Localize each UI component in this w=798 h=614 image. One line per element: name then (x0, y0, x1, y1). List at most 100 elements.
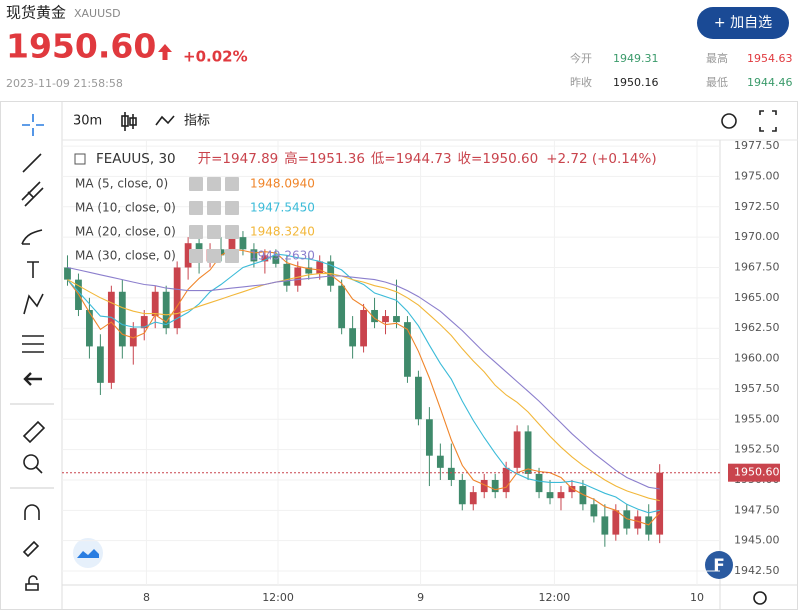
plot (62, 140, 720, 585)
y-tick-label: 1957.50 (734, 382, 780, 395)
y-tick-label: 1960.00 (734, 352, 780, 365)
candle-body (305, 267, 313, 274)
candle-body (491, 479, 499, 493)
axis-settings[interactable] (753, 591, 767, 605)
candle-body (601, 516, 609, 535)
candle-body (371, 309, 378, 323)
legend-text: 高=1951.36 (284, 150, 365, 167)
legend-text: 低=1944.73 (371, 151, 452, 167)
indicators-button[interactable]: 指标 (184, 114, 210, 129)
candle-body (316, 261, 324, 274)
candle-body (294, 267, 302, 286)
candle-body (338, 285, 346, 329)
x-tick-label: 8 (143, 591, 150, 604)
stat-label: 昨收 (570, 75, 592, 89)
add-watchlist-button[interactable]: + 加自选 (697, 7, 789, 39)
candle-body (250, 249, 258, 262)
candle-body (173, 267, 181, 329)
y-tick-label: 1952.50 (734, 443, 780, 456)
ma-legend-icon (225, 249, 239, 263)
candle-body (96, 346, 104, 383)
y-tick-label: 1942.50 (734, 564, 780, 577)
stat-value: 1954.63 (747, 52, 793, 65)
left-toolbar[interactable] (10, 114, 54, 591)
ma-legend-value: 1947.5450 (250, 201, 315, 215)
y-tick-label: 1970.00 (734, 230, 780, 243)
stat-value: 1949.31 (613, 52, 659, 65)
ma-legend-name: MA (10, close, 0) (75, 201, 176, 215)
ma-legend-icon (207, 201, 221, 215)
candle-body (557, 492, 565, 499)
candle-body (590, 504, 598, 517)
f-badge (705, 551, 733, 579)
ma-legend-icon (207, 225, 221, 239)
candle-body (415, 376, 422, 420)
candle-body (228, 237, 236, 256)
chart-type-button[interactable] (121, 112, 137, 131)
candle-body (86, 309, 93, 347)
candle-body (151, 291, 159, 317)
candle-body (513, 431, 521, 468)
candle-body (107, 291, 115, 383)
button-label[interactable]: + 加自选 (714, 15, 772, 31)
candle-body (447, 467, 455, 480)
last-price-box (728, 463, 780, 482)
collapse-icon (74, 153, 86, 165)
candle-body (382, 316, 389, 323)
y-tick-label: 1962.50 (734, 321, 780, 334)
fullscreen-button[interactable] (759, 110, 777, 132)
y-tick-label: 1965.00 (734, 291, 780, 304)
candle-body (239, 237, 247, 250)
candle-body (612, 510, 620, 535)
up-arrow (158, 44, 172, 60)
stat-label: 最低 (706, 76, 728, 89)
candle-body (502, 467, 510, 493)
y-tick-label: 1945.00 (734, 534, 780, 547)
ma-legend-value: 1949.2630 (250, 249, 315, 263)
stat-label: 最高 (706, 51, 728, 65)
candle-body (393, 316, 400, 323)
candle-body (283, 263, 291, 286)
candle-body (140, 316, 148, 329)
button-bg[interactable] (697, 7, 789, 39)
ma-legend-name: MA (20, close, 0) (75, 225, 176, 239)
legend-text: FEAUUS, 30 (96, 151, 176, 167)
ma-legend-icon (189, 177, 203, 191)
timestamp: 2023-11-09 21:58:58 (6, 77, 123, 90)
legend-text: +2.72 (+0.14%) (546, 151, 656, 167)
ma-legend-icon (225, 177, 239, 191)
logo-bubble (73, 538, 103, 568)
price: 1950.60 (6, 27, 156, 66)
x-tick-label: 9 (417, 591, 424, 604)
y-tick-label: 1955.00 (734, 412, 780, 425)
candle-body (623, 510, 631, 529)
candle-body (64, 267, 71, 280)
candle-body (579, 486, 587, 505)
instrument-symbol: XAUUSD (74, 7, 121, 20)
candle-body (360, 309, 367, 347)
y-tick-label: 1967.50 (734, 260, 780, 273)
ma-legend-icon (189, 201, 203, 215)
indicator-icon[interactable] (155, 115, 175, 126)
ma-legend-icon (207, 249, 221, 263)
candle-body (217, 249, 225, 256)
last-price-label: 1950.60 (734, 466, 780, 479)
instrument-name: 现货黄金 (6, 4, 66, 22)
y-tick-label: 1947.50 (734, 503, 780, 516)
candle-body (272, 255, 280, 264)
ma-legend-value: 1948.3240 (250, 225, 315, 239)
candle-body (261, 255, 269, 262)
candle-body (404, 322, 411, 377)
interval-button[interactable]: 30m (73, 114, 102, 129)
settings-button[interactable] (721, 113, 737, 129)
candle-body (469, 492, 477, 505)
stat-value: 1950.16 (613, 76, 659, 89)
ma-legend-icon (225, 201, 239, 215)
candle-body (436, 455, 444, 468)
ma-line (67, 273, 660, 502)
ma-legend-icon (207, 177, 221, 191)
ma-legend-icon (189, 225, 203, 239)
candle-body (349, 328, 357, 347)
